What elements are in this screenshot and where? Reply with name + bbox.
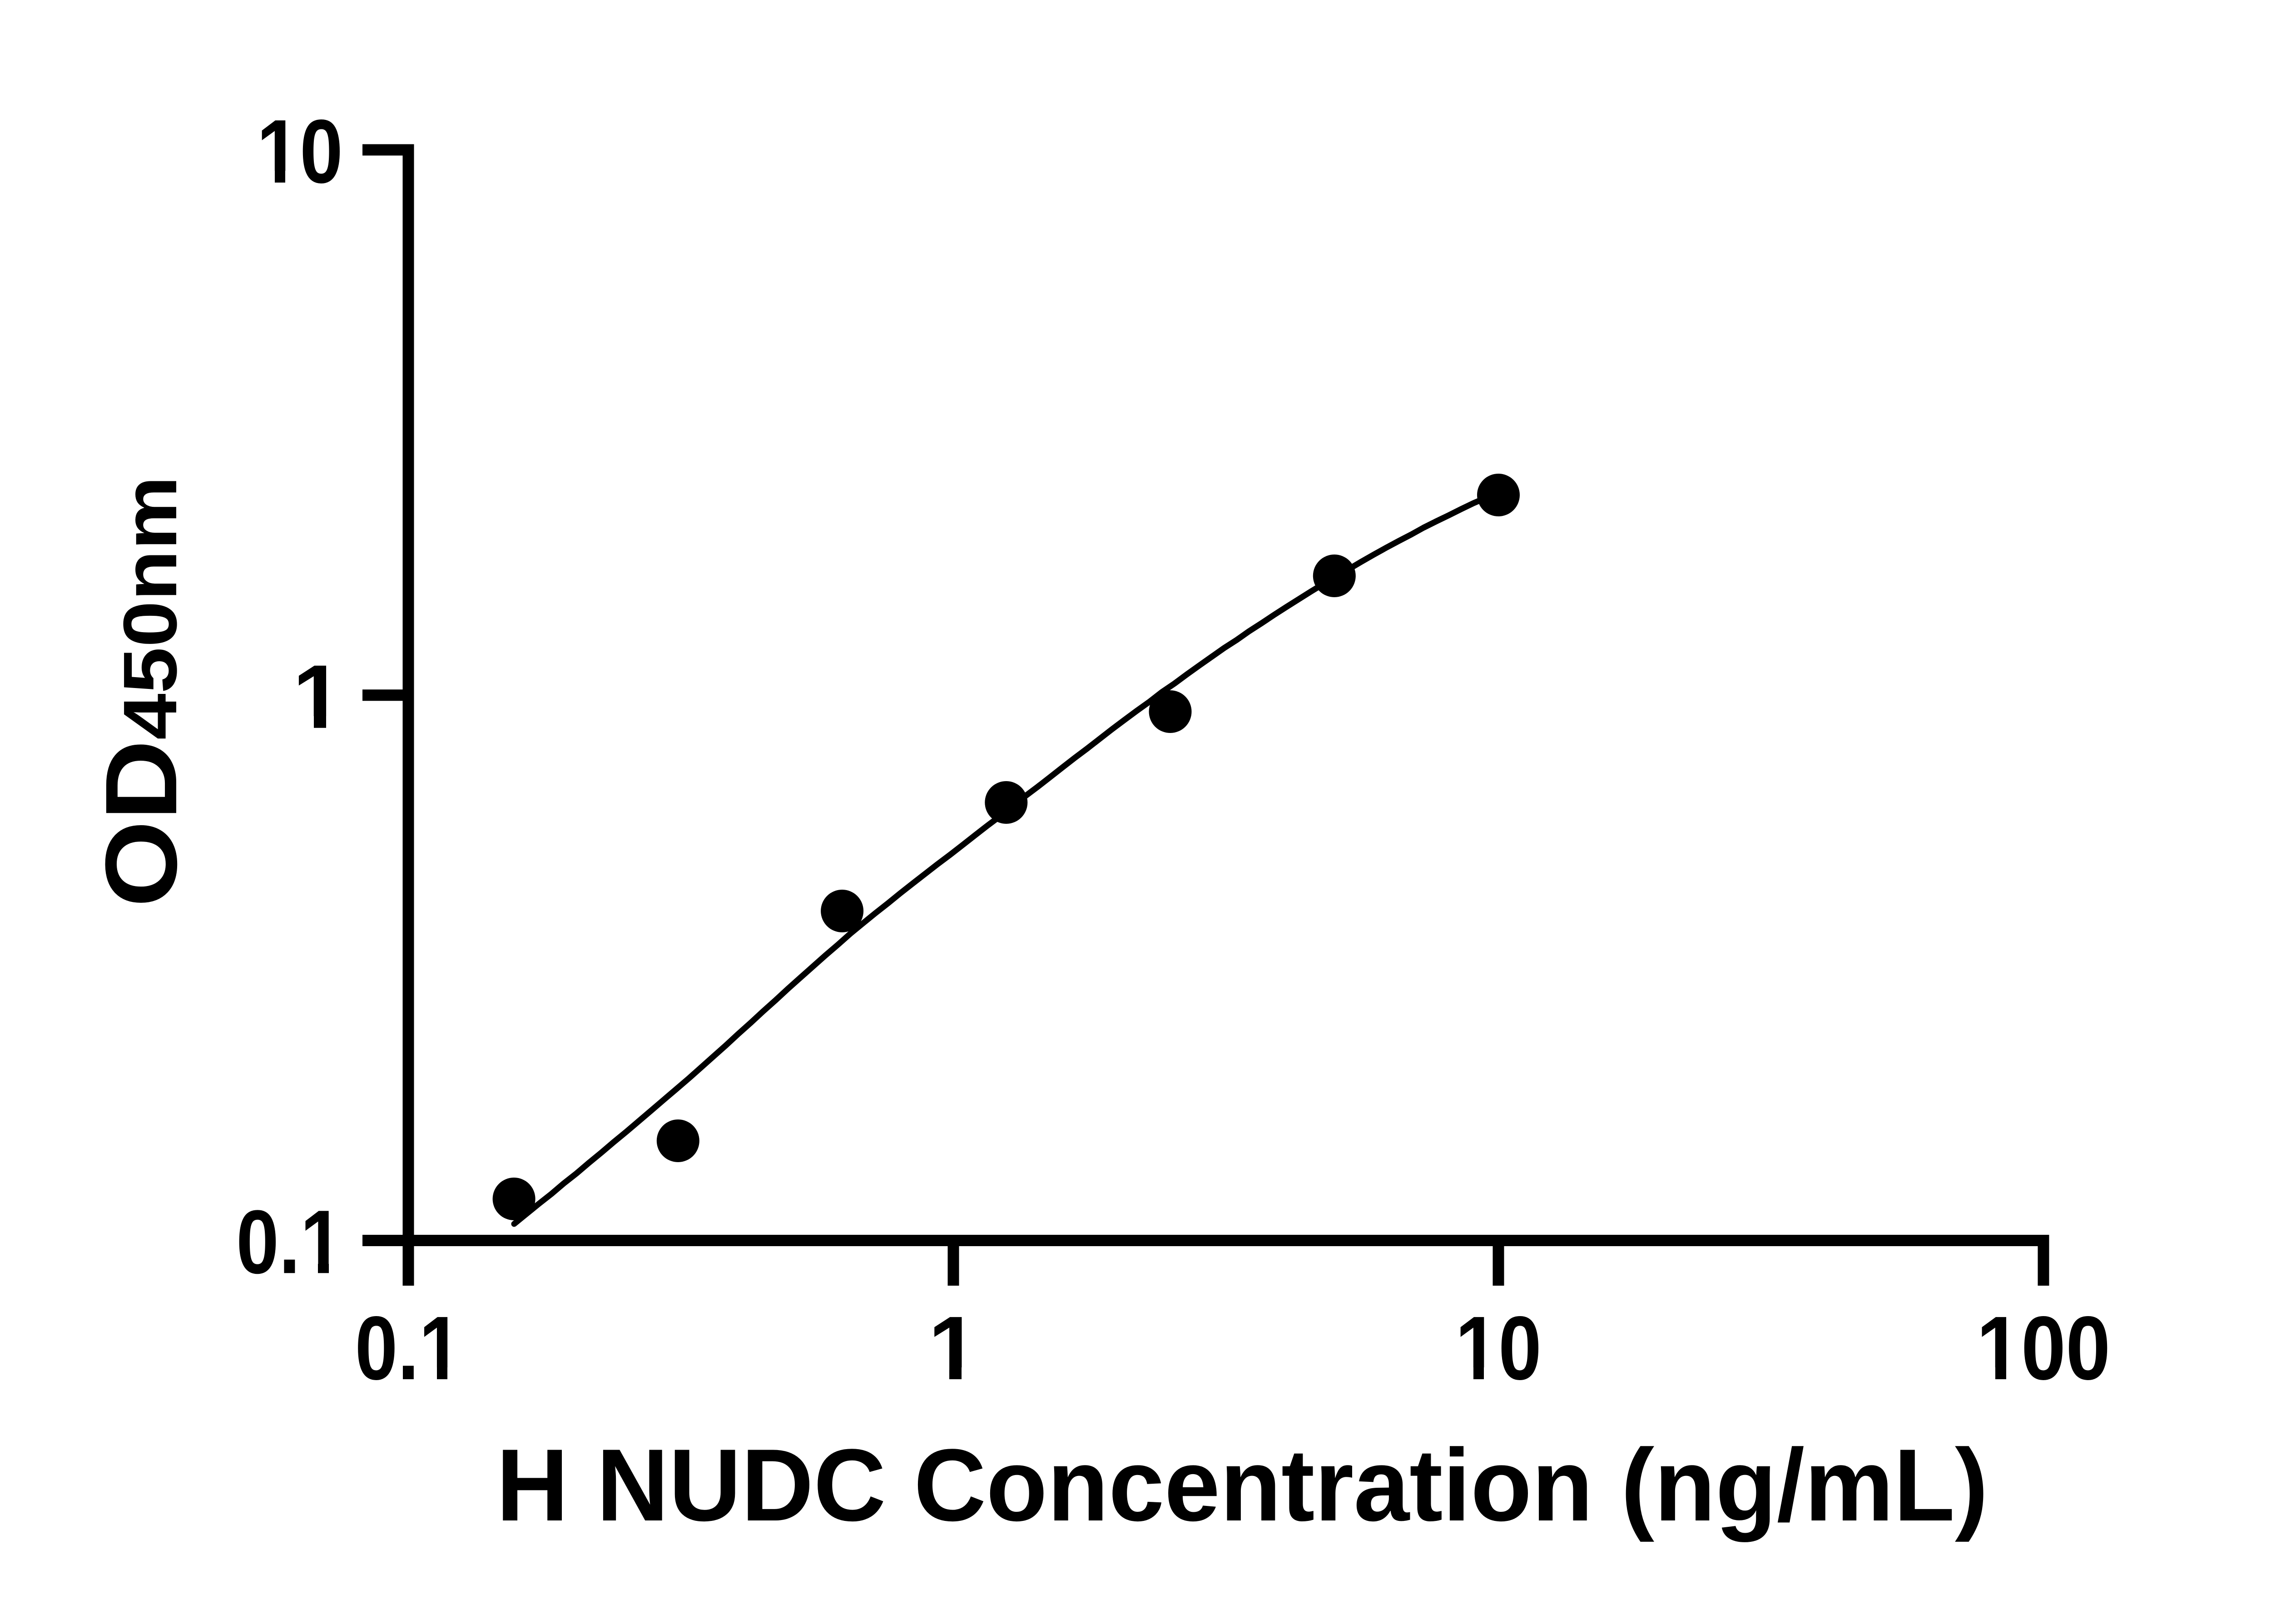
- svg-text:0.1: 0.1: [236, 1192, 343, 1292]
- svg-text:10: 10: [1455, 1298, 1542, 1399]
- svg-text:0.1: 0.1: [355, 1298, 462, 1399]
- svg-text:1: 1: [928, 1298, 979, 1399]
- svg-text:H NUDC Concentration (ng/mL): H NUDC Concentration (ng/mL): [496, 1427, 1988, 1542]
- svg-text:100: 100: [1977, 1298, 2111, 1399]
- svg-text:1: 1: [293, 647, 343, 748]
- svg-text:10: 10: [257, 101, 343, 202]
- svg-text:OD450nm: OD450nm: [84, 476, 198, 907]
